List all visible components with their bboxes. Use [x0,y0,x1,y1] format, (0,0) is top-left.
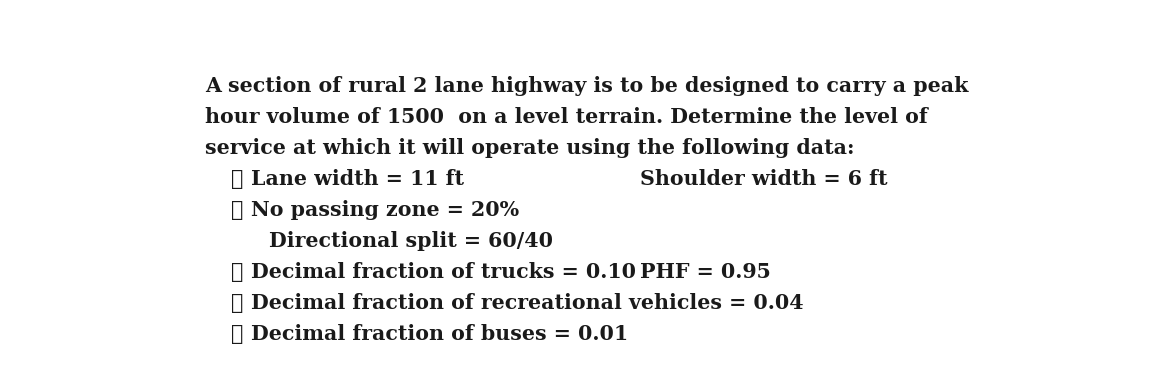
Text: ✓: ✓ [230,200,243,220]
Text: No passing zone = 20%: No passing zone = 20% [250,200,518,220]
Text: A section of rural 2 lane highway is to be designed to carry a peak: A section of rural 2 lane highway is to … [205,76,969,96]
Text: Shoulder width = 6 ft: Shoulder width = 6 ft [640,169,888,189]
Text: hour volume of 1500  on a level terrain. Determine the level of: hour volume of 1500 on a level terrain. … [205,107,928,127]
Text: Decimal fraction of trucks = 0.10: Decimal fraction of trucks = 0.10 [250,262,635,282]
Text: Decimal fraction of buses = 0.01: Decimal fraction of buses = 0.01 [250,324,627,344]
Text: ✓: ✓ [230,324,243,344]
Text: Decimal fraction of recreational vehicles = 0.04: Decimal fraction of recreational vehicle… [250,293,803,313]
Text: ✓: ✓ [230,293,243,313]
Text: Directional split = 60/40: Directional split = 60/40 [269,231,552,251]
Text: ✓: ✓ [230,169,243,189]
Text: PHF = 0.95: PHF = 0.95 [640,262,771,282]
Text: service at which it will operate using the following data:: service at which it will operate using t… [205,138,855,158]
Text: ✓: ✓ [230,262,243,282]
Text: Lane width = 11 ft: Lane width = 11 ft [250,169,463,189]
